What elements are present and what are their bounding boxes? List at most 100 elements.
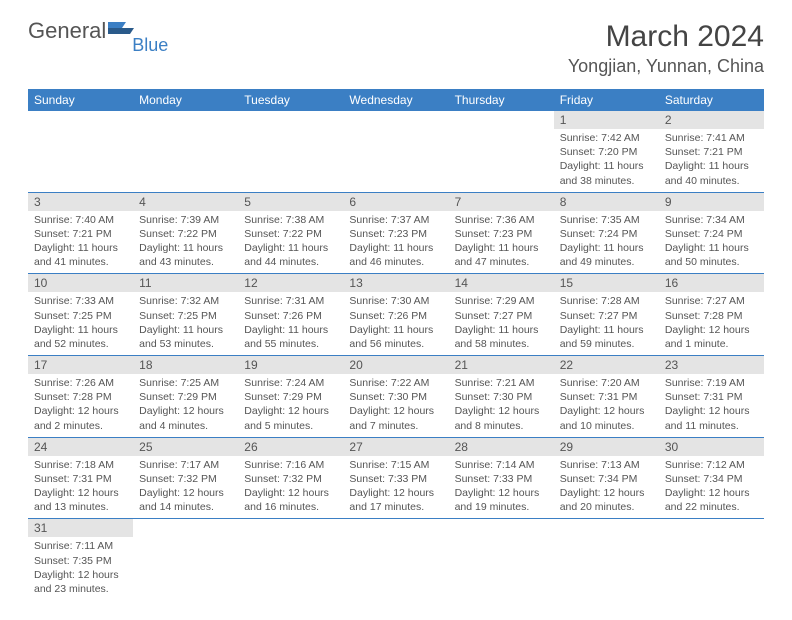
page-header: General Blue March 2024 Yongjian, Yunnan… (28, 20, 764, 77)
daylight-line: Daylight: 11 hours and 58 minutes. (455, 324, 539, 350)
day-number: 8 (554, 193, 659, 211)
day-number: 14 (449, 274, 554, 292)
sunrise-line: Sunrise: 7:37 AM (349, 214, 429, 226)
day-content: Sunrise: 7:18 AMSunset: 7:31 PMDaylight:… (28, 456, 133, 519)
dayhead-friday: Friday (554, 89, 659, 111)
sunrise-line: Sunrise: 7:13 AM (560, 459, 640, 471)
day-number: 17 (28, 356, 133, 374)
day-number: 22 (554, 356, 659, 374)
day-content: Sunrise: 7:26 AMSunset: 7:28 PMDaylight:… (28, 374, 133, 437)
calendar-cell (343, 519, 448, 600)
sunrise-line: Sunrise: 7:31 AM (244, 295, 324, 307)
calendar-cell: 22Sunrise: 7:20 AMSunset: 7:31 PMDayligh… (554, 356, 659, 438)
day-content: Sunrise: 7:29 AMSunset: 7:27 PMDaylight:… (449, 292, 554, 355)
calendar-cell: 29Sunrise: 7:13 AMSunset: 7:34 PMDayligh… (554, 437, 659, 519)
daylight-line: Daylight: 12 hours and 23 minutes. (34, 569, 119, 595)
day-number: 20 (343, 356, 448, 374)
sunset-line: Sunset: 7:21 PM (34, 228, 112, 240)
dayhead-saturday: Saturday (659, 89, 764, 111)
calendar-cell: 28Sunrise: 7:14 AMSunset: 7:33 PMDayligh… (449, 437, 554, 519)
day-number: 10 (28, 274, 133, 292)
sunrise-line: Sunrise: 7:17 AM (139, 459, 219, 471)
daylight-line: Daylight: 11 hours and 44 minutes. (244, 242, 328, 268)
day-number: 27 (343, 438, 448, 456)
sunset-line: Sunset: 7:23 PM (455, 228, 533, 240)
daylight-line: Daylight: 12 hours and 17 minutes. (349, 487, 434, 513)
calendar-cell: 9Sunrise: 7:34 AMSunset: 7:24 PMDaylight… (659, 192, 764, 274)
calendar-row: 24Sunrise: 7:18 AMSunset: 7:31 PMDayligh… (28, 437, 764, 519)
sunset-line: Sunset: 7:35 PM (34, 555, 112, 567)
sunrise-line: Sunrise: 7:41 AM (665, 132, 745, 144)
logo-text-blue: Blue (132, 36, 168, 54)
calendar-cell: 30Sunrise: 7:12 AMSunset: 7:34 PMDayligh… (659, 437, 764, 519)
day-number: 3 (28, 193, 133, 211)
day-content: Sunrise: 7:27 AM Sunset: 7:28 PM Daylight:… (659, 292, 764, 355)
dayhead-monday: Monday (133, 89, 238, 111)
daylight-line: Daylight: 11 hours and 43 minutes. (139, 242, 223, 268)
day-content: Sunrise: 7:16 AMSunset: 7:32 PMDaylight:… (238, 456, 343, 519)
calendar-cell: 21Sunrise: 7:21 AMSunset: 7:30 PMDayligh… (449, 356, 554, 438)
sunset-line: Sunset: 7:28 PM (665, 310, 743, 322)
sunrise-line: Sunrise: 7:38 AM (244, 214, 324, 226)
sunrise-line: Sunrise: 7:12 AM (665, 459, 745, 471)
daylight-line: Daylight: 11 hours and 56 minutes. (349, 324, 433, 350)
sunrise-line: Sunrise: 7:20 AM (560, 377, 640, 389)
calendar-cell: 27Sunrise: 7:15 AMSunset: 7:33 PMDayligh… (343, 437, 448, 519)
day-number: 24 (28, 438, 133, 456)
daylight-line: Daylight: 11 hours and 55 minutes. (244, 324, 328, 350)
calendar-page: General Blue March 2024 Yongjian, Yunnan… (0, 0, 792, 620)
sunset-line: Sunset: 7:22 PM (244, 228, 322, 240)
calendar-cell: 11Sunrise: 7:32 AMSunset: 7:25 PMDayligh… (133, 274, 238, 356)
sunset-line: Sunset: 7:26 PM (244, 310, 322, 322)
calendar-row: 31Sunrise: 7:11 AMSunset: 7:35 PMDayligh… (28, 519, 764, 600)
sunset-line: Sunset: 7:23 PM (349, 228, 427, 240)
daylight-line: Daylight: 12 hours and 1 minute. (665, 324, 750, 350)
sunset-line: Sunset: 7:34 PM (560, 473, 638, 485)
day-number: 7 (449, 193, 554, 211)
daylight-line: Daylight: 12 hours and 5 minutes. (244, 405, 329, 431)
daylight-line: Daylight: 12 hours and 7 minutes. (349, 405, 434, 431)
calendar-cell: 12Sunrise: 7:31 AMSunset: 7:26 PMDayligh… (238, 274, 343, 356)
sunset-line: Sunset: 7:31 PM (560, 391, 638, 403)
dayhead-tuesday: Tuesday (238, 89, 343, 111)
sunset-line: Sunset: 7:27 PM (455, 310, 533, 322)
dayhead-thursday: Thursday (449, 89, 554, 111)
sunrise-line: Sunrise: 7:32 AM (139, 295, 219, 307)
day-content: Sunrise: 7:13 AMSunset: 7:34 PMDaylight:… (554, 456, 659, 519)
daylight-line: Daylight: 12 hours and 19 minutes. (455, 487, 540, 513)
sunrise-line: Sunrise: 7:28 AM (560, 295, 640, 307)
sunset-line: Sunset: 7:30 PM (349, 391, 427, 403)
day-content: Sunrise: 7:25 AMSunset: 7:29 PMDaylight:… (133, 374, 238, 437)
calendar-cell (133, 111, 238, 192)
day-content: Sunrise: 7:28 AMSunset: 7:27 PMDaylight:… (554, 292, 659, 355)
day-content: Sunrise: 7:20 AMSunset: 7:31 PMDaylight:… (554, 374, 659, 437)
location-text: Yongjian, Yunnan, China (568, 56, 764, 77)
day-number: 5 (238, 193, 343, 211)
daylight-line: Daylight: 12 hours and 8 minutes. (455, 405, 540, 431)
calendar-cell (554, 519, 659, 600)
calendar-cell: 17Sunrise: 7:26 AMSunset: 7:28 PMDayligh… (28, 356, 133, 438)
calendar-cell (238, 111, 343, 192)
calendar-cell: 8Sunrise: 7:35 AMSunset: 7:24 PMDaylight… (554, 192, 659, 274)
calendar-cell: 20Sunrise: 7:22 AMSunset: 7:30 PMDayligh… (343, 356, 448, 438)
sunrise-line: Sunrise: 7:18 AM (34, 459, 114, 471)
day-number: 18 (133, 356, 238, 374)
sunset-line: Sunset: 7:34 PM (665, 473, 743, 485)
day-number: 21 (449, 356, 554, 374)
day-content: Sunrise: 7:35 AMSunset: 7:24 PMDaylight:… (554, 211, 659, 274)
sunset-line: Sunset: 7:29 PM (244, 391, 322, 403)
calendar-cell: 1Sunrise: 7:42 AMSunset: 7:20 PMDaylight… (554, 111, 659, 192)
calendar-body: 1Sunrise: 7:42 AMSunset: 7:20 PMDaylight… (28, 111, 764, 600)
sunset-line: Sunset: 7:30 PM (455, 391, 533, 403)
day-content: Sunrise: 7:21 AMSunset: 7:30 PMDaylight:… (449, 374, 554, 437)
logo-text-general: General (28, 20, 106, 42)
sunrise-line: Sunrise: 7:27 AM (665, 295, 745, 307)
day-number: 28 (449, 438, 554, 456)
day-content: Sunrise: 7:36 AMSunset: 7:23 PMDaylight:… (449, 211, 554, 274)
day-number: 19 (238, 356, 343, 374)
sunset-line: Sunset: 7:25 PM (139, 310, 217, 322)
day-number: 25 (133, 438, 238, 456)
daylight-line: Daylight: 11 hours and 40 minutes. (665, 160, 749, 186)
calendar-cell (238, 519, 343, 600)
sunset-line: Sunset: 7:33 PM (455, 473, 533, 485)
